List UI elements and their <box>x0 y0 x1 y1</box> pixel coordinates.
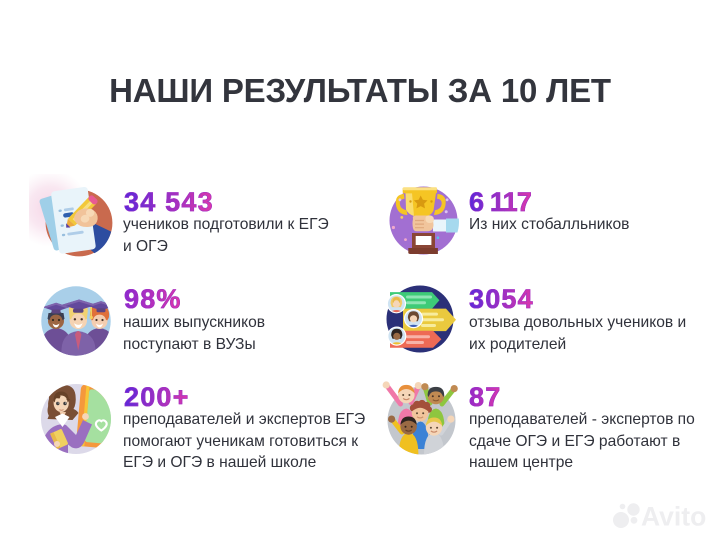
svg-text:Avito: Avito <box>641 502 706 532</box>
